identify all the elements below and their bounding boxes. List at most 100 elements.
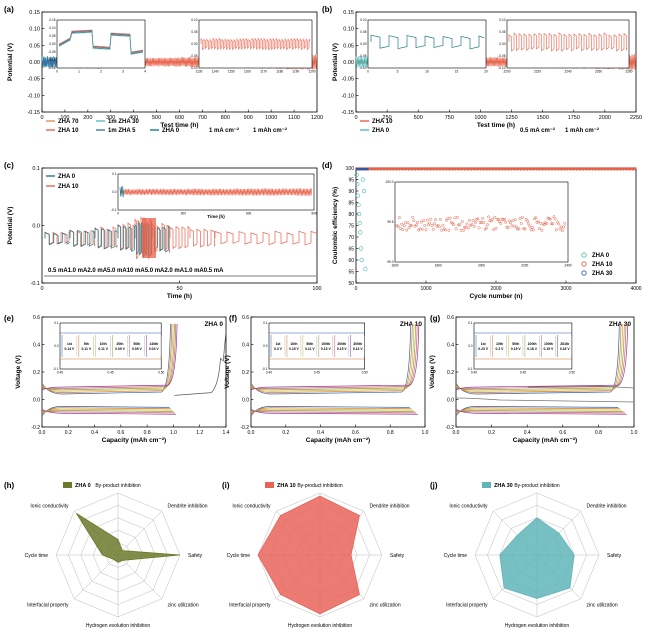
inset-y-tick-label: 0.1 xyxy=(263,321,268,325)
radar-axis-label-i: Interfacial property xyxy=(229,602,271,608)
inset-y-tick-label: 0.00 xyxy=(360,42,366,46)
panel-label-d: (d) xyxy=(322,161,333,170)
inset-x-tick-label: 0.50 xyxy=(362,371,368,375)
inset-overpotential-g: 0.16 V xyxy=(560,347,571,351)
inset-d-point xyxy=(506,226,510,230)
inset-x-tick-label: 2400 xyxy=(564,264,571,268)
inset-d-point xyxy=(414,223,418,227)
inset-d-point xyxy=(478,221,482,225)
inset-d-point xyxy=(434,218,438,222)
inset-x-tick-label: 1150 xyxy=(228,70,235,74)
x-axis-label: Time (h) xyxy=(167,293,192,300)
cycle-discharge-e xyxy=(41,410,175,414)
inset-cycle-label-e: 10th xyxy=(100,342,107,346)
radar-axis-label-h: Cycle time xyxy=(25,553,49,559)
inset-y-tick-label: 0.0 xyxy=(54,344,59,348)
x-tick-label: 1.4 xyxy=(223,430,230,436)
inset-overpotential-e: 0.11 V xyxy=(98,347,108,351)
inset-cycle-label-g: 1st xyxy=(481,342,487,346)
legend-zha0-b-label: ZHA 0 xyxy=(372,128,390,134)
inset-y-tick-label: 0.1 xyxy=(54,321,59,325)
inset-x-tick-label: 2200 xyxy=(503,70,510,74)
x-tick-label: 300 xyxy=(106,115,115,121)
inset-x-tick-label: 0.45 xyxy=(314,371,320,375)
inset-x-tick-label: 20 xyxy=(484,70,488,74)
panel-label-e: (e) xyxy=(4,314,14,323)
inset-d-point xyxy=(474,221,477,224)
inset-d-point xyxy=(560,229,564,233)
series-zha10-c-seg xyxy=(44,231,71,245)
y-tick-label: 0.0 xyxy=(242,398,249,404)
panel-label-j: (j) xyxy=(430,481,438,490)
inset-d-point xyxy=(410,224,413,228)
inset-d-point xyxy=(425,218,429,222)
radar-axis-label-i: Cycle time xyxy=(227,553,251,559)
inset-d-point xyxy=(429,217,433,221)
y-tick-label: 95 xyxy=(348,178,354,184)
y-tick-label: 60 xyxy=(348,258,354,264)
inset-x-tick-label: 1800 xyxy=(435,264,442,268)
inset-d-point xyxy=(416,220,419,224)
y-tick-label: 0.05 xyxy=(29,43,40,49)
legend-zha0-d-marker xyxy=(581,252,587,258)
y-tick-label: 80 xyxy=(348,212,354,218)
cycle-discharge-g xyxy=(455,410,624,413)
legend-zha10-c-label: ZHA 10 xyxy=(58,184,79,190)
inset-d-point xyxy=(463,225,467,229)
point-zha0-d xyxy=(357,211,362,217)
y-tick-label: -0.2 xyxy=(445,425,454,431)
cycle-charge-e xyxy=(41,323,178,391)
y-tick-label: 0.0 xyxy=(447,398,454,404)
x-tick-label: 1200 xyxy=(311,115,323,121)
x-tick-label: 0.4 xyxy=(91,430,98,436)
inset-d-point xyxy=(540,228,544,232)
inset-d-point xyxy=(406,221,410,225)
inset-d-point xyxy=(402,224,406,228)
inset-d-point xyxy=(496,217,500,221)
series-zha0-c-seg xyxy=(117,224,136,253)
x-tick-label: 1750 xyxy=(568,115,580,121)
inset-d-point xyxy=(447,228,451,232)
inset-x-tick-label: 1140 xyxy=(212,70,219,74)
y-tick-label: -0.05 xyxy=(341,77,354,83)
radar-axis-label-j: Safety xyxy=(607,553,622,559)
inset-cycle-label-f: 200th xyxy=(337,342,346,346)
inset-cycle-label-e: 140th xyxy=(149,342,158,346)
inset-d-point xyxy=(472,224,476,228)
inset-x-tick-label: 2000 xyxy=(478,264,485,268)
x-tick-label: 0.6 xyxy=(352,430,359,436)
cycle-discharge-f xyxy=(250,406,410,417)
radar-axis-label-h: Interfacial property xyxy=(27,602,69,608)
inset-b1 xyxy=(367,19,487,69)
cycle-discharge-f xyxy=(250,408,418,415)
inset-x-tick-label: 0.50 xyxy=(569,371,575,375)
inset-b2 xyxy=(506,19,630,69)
x-tick-label: 1.0 xyxy=(631,430,638,436)
inset-d-point xyxy=(534,216,538,220)
x-tick-label: 800 xyxy=(221,115,230,121)
inset-d-point xyxy=(458,223,462,226)
inset-y-tick-label: 0.1 xyxy=(468,321,473,325)
inset-x-tick-label: 0 xyxy=(367,70,369,74)
inset-overpotential-f: 0.13 V xyxy=(321,347,332,351)
inset-y-tick-label: -0.10 xyxy=(190,66,197,70)
inset-d-point xyxy=(509,221,512,225)
inset-d-point xyxy=(537,227,541,231)
series-zha0-c-seg xyxy=(69,229,96,247)
panel-title-f: ZHA 10 xyxy=(400,321,423,328)
inset-d-point xyxy=(399,227,403,231)
inset-d-point xyxy=(523,227,527,231)
y-tick-label: 0.2 xyxy=(33,370,40,376)
y-tick-label: -0.15 xyxy=(341,110,354,116)
cycle-discharge-g xyxy=(455,406,619,417)
inset-y-tick-label: 0.10 xyxy=(49,26,55,30)
x-tick-label: 0 xyxy=(354,115,357,121)
inset-y-tick-label: -0.10 xyxy=(48,58,55,62)
inset-d-point xyxy=(443,228,447,232)
inset-d-point xyxy=(448,216,452,220)
inset-d-point xyxy=(536,220,540,224)
radar-axis-label-h: Hydrogen evolution inhibition xyxy=(86,623,150,629)
cycle-discharge-e xyxy=(41,408,173,414)
y-tick-label: 75 xyxy=(348,224,354,230)
inset-d-point xyxy=(461,228,465,232)
